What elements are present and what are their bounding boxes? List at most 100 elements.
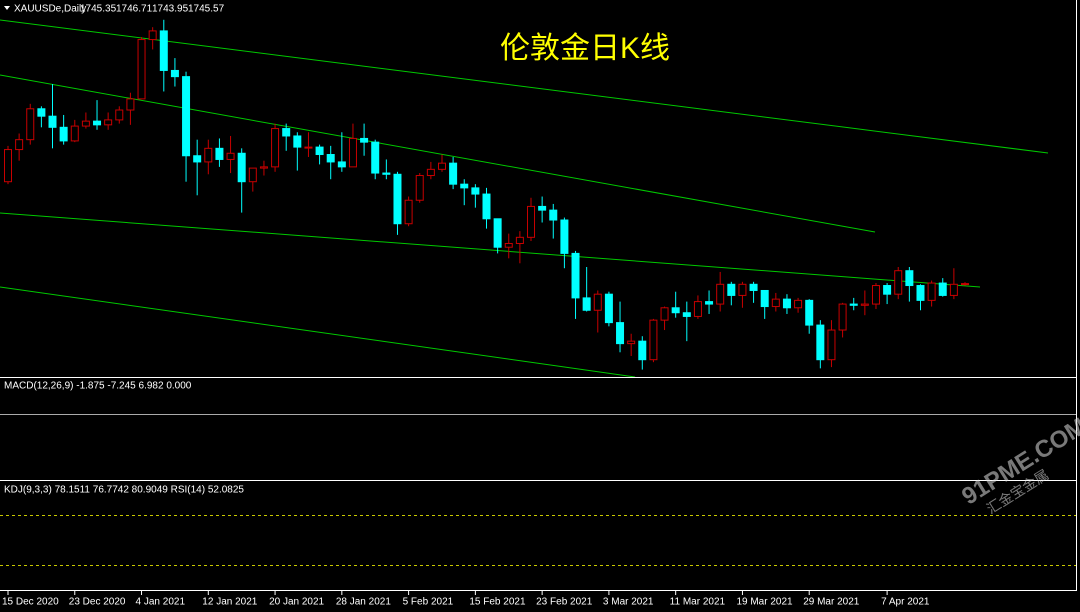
ohlc-low: 1743.95 xyxy=(152,4,189,15)
x-tick-label: 20 Jan 2021 xyxy=(269,597,324,608)
candle-body xyxy=(638,340,647,361)
candle-body xyxy=(794,299,803,309)
x-tick-label: 11 Mar 2021 xyxy=(670,597,726,608)
candle-body xyxy=(560,219,569,254)
candle-body xyxy=(59,126,68,142)
candle-body xyxy=(70,125,79,142)
candle-body xyxy=(293,135,302,148)
ohlc-open: 1745.35 xyxy=(80,4,117,15)
candle-body xyxy=(460,183,469,189)
candle-body xyxy=(949,283,958,296)
x-tick-label: 23 Feb 2021 xyxy=(536,597,593,608)
x-tick-label: 3 Mar 2021 xyxy=(603,597,654,608)
candle-body xyxy=(304,146,313,149)
candle-body xyxy=(782,298,791,309)
candle-body xyxy=(315,146,324,156)
chart-title: 伦敦金日K线 xyxy=(500,32,670,65)
candle-body xyxy=(816,324,825,361)
candle-body xyxy=(493,218,502,248)
candle-body xyxy=(37,108,46,117)
candle-body xyxy=(326,154,335,163)
candle-body xyxy=(104,119,113,126)
candle-body xyxy=(705,301,714,305)
candle-body xyxy=(115,109,124,121)
candle-body xyxy=(48,115,57,128)
candle-body xyxy=(415,175,424,201)
candle-body xyxy=(282,128,291,137)
candle-body xyxy=(582,297,591,311)
candle-body xyxy=(404,199,413,225)
candle-body xyxy=(716,283,725,305)
candle-body xyxy=(871,285,880,305)
candle-body xyxy=(371,141,380,174)
kdj-label: KDJ(9,3,3) 78.1511 76.7742 80.9049 RSI(1… xyxy=(4,485,244,496)
ohlc-high: 1746.71 xyxy=(116,4,153,15)
candle-body xyxy=(148,30,157,41)
candle-body xyxy=(515,236,524,245)
candle-body xyxy=(738,283,747,296)
trend-lines xyxy=(0,19,1049,378)
candle-body xyxy=(616,322,625,345)
candle-body xyxy=(671,307,680,314)
candle-body xyxy=(649,319,658,361)
x-tick-label: 15 Feb 2021 xyxy=(469,597,526,608)
candle-body xyxy=(348,137,357,168)
candle-body xyxy=(237,152,246,183)
candle-body xyxy=(471,187,480,195)
candle-body xyxy=(627,340,636,345)
candle-body xyxy=(538,205,547,211)
x-tick-label: 4 Jan 2021 xyxy=(136,597,186,608)
candle-body xyxy=(749,283,758,291)
x-axis: 15 Dec 2020 23 Dec 2020 4 Jan 2021 12 Jan 2… xyxy=(2,591,930,608)
candle-body xyxy=(271,128,280,168)
macd-label: MACD(12,26,9) -1.875 -7.245 6.982 0.000 xyxy=(4,381,192,392)
x-tick-label: 12 Jan 2021 xyxy=(202,597,257,608)
candle-body xyxy=(927,282,936,301)
candle-body xyxy=(26,108,35,141)
candle-body xyxy=(226,152,235,160)
channel-line xyxy=(0,286,636,378)
candle-body xyxy=(193,155,202,163)
candle-body xyxy=(771,298,780,308)
candle-body xyxy=(426,168,435,177)
candle-body xyxy=(482,193,491,220)
symbol-label: XAUUSDe,Daily xyxy=(14,4,86,15)
candle-body xyxy=(337,161,346,168)
candle-body xyxy=(571,252,580,299)
candle-body xyxy=(527,205,536,238)
candle-body xyxy=(883,285,892,295)
candle-body xyxy=(693,301,702,317)
candle-body xyxy=(504,243,513,248)
candle-body xyxy=(215,147,224,160)
candle-body xyxy=(4,149,12,183)
channel-line xyxy=(0,212,981,288)
candle-body xyxy=(382,172,391,175)
ohlc-close: 1745.57 xyxy=(188,4,225,15)
candle-body xyxy=(860,303,869,306)
x-tick-label: 7 Apr 2021 xyxy=(881,597,930,608)
candle-body xyxy=(393,173,402,225)
x-tick-label: 15 Dec 2020 xyxy=(2,597,59,608)
candle-body xyxy=(137,39,146,100)
x-tick-label: 19 Mar 2021 xyxy=(736,597,793,608)
candle-body xyxy=(126,98,135,111)
x-tick-label: 28 Jan 2021 xyxy=(336,597,391,608)
x-tick-label: 23 Dec 2020 xyxy=(69,597,126,608)
candle-body xyxy=(549,209,558,221)
candle-body xyxy=(727,283,736,296)
candle-body xyxy=(159,30,168,71)
candle-body xyxy=(760,289,769,308)
candle-body xyxy=(894,270,903,295)
channel-line xyxy=(0,74,876,233)
candle-body xyxy=(449,162,458,185)
candle-body xyxy=(593,293,602,311)
candle-body xyxy=(360,137,369,143)
candle-body xyxy=(938,282,947,296)
candle-body xyxy=(838,303,847,331)
candle-body xyxy=(682,312,691,317)
menu-arrow xyxy=(4,6,10,10)
candle-body xyxy=(81,120,90,127)
